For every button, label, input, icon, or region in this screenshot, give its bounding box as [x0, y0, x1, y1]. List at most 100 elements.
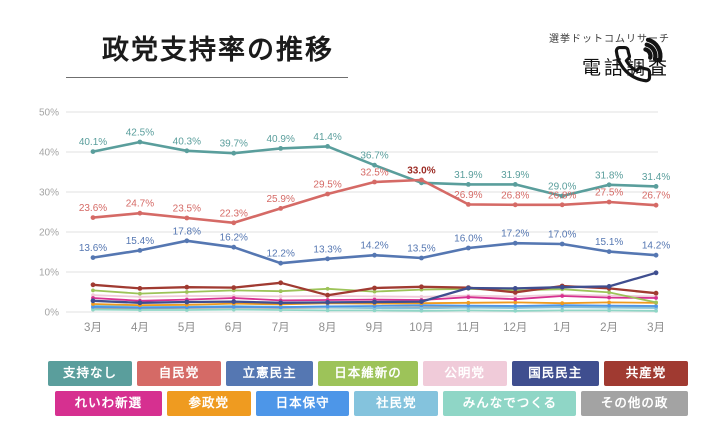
series-point-reiwa	[560, 294, 565, 298]
series-point-hoshuto	[278, 305, 283, 310]
series-point-minna-tsukuru	[278, 308, 283, 312]
series-point-kyosanto	[231, 285, 237, 290]
series-point-shiji-nashi	[465, 182, 471, 187]
series-point-minna-tsukuru	[466, 308, 471, 313]
x-axis-month-label: 2月	[600, 322, 618, 334]
x-axis-month-label: 7月	[272, 322, 290, 334]
series-point-jiminto	[653, 202, 659, 208]
series-point-kokumin-minshuto	[184, 299, 190, 305]
legend-chip-kyosanto: 共産党	[604, 361, 688, 386]
chart-legend: 支持なし自民党立憲民主党日本維新の会公明党国民民主党共産党 れいわ新選組参政党日…	[48, 361, 689, 435]
data-label-rikken-minshuto: 14.2%	[360, 241, 388, 252]
data-label-shiji-nashi: 40.1%	[79, 137, 107, 148]
series-point-jiminto	[512, 202, 518, 208]
series-point-kyosanto	[278, 280, 284, 286]
data-label-rikken-minshuto: 17.2%	[501, 229, 529, 240]
x-axis-month-label: 4月	[131, 322, 149, 334]
legend-row-2: れいわ新選組 参政党 日本保守党 社民党 みんなでつくる党 その他の政党	[55, 391, 689, 435]
x-axis-month-label: 3月	[647, 322, 665, 334]
x-axis-month-label: 9月	[366, 322, 384, 334]
series-point-kyosanto	[372, 285, 377, 291]
series-point-rikken-minshuto	[231, 244, 237, 250]
series-point-kokumin-minshuto	[278, 300, 284, 306]
series-point-rikken-minshuto	[325, 256, 330, 262]
series-point-kyosanto	[137, 286, 143, 291]
series-point-hoshuto	[607, 303, 612, 308]
series-point-kyosanto	[325, 292, 330, 298]
legend-chip-rikken-minshuto: 立憲民主党	[226, 361, 314, 405]
research-source-label: 選挙ドットコムリサーチ	[549, 34, 670, 45]
series-point-ishin	[278, 289, 283, 294]
series-point-shiji-nashi	[559, 193, 565, 199]
series-point-komeito	[91, 293, 95, 298]
series-point-hoshuto	[466, 303, 471, 308]
data-label-jiminto: 25.9%	[267, 194, 295, 205]
series-point-shiji-nashi	[90, 149, 96, 154]
legend-chip-jiminto: 自民党	[137, 361, 221, 386]
series-point-shiji-nashi	[278, 146, 284, 151]
series-point-reiwa	[607, 295, 612, 300]
series-point-ishin	[372, 289, 377, 294]
data-label-shiji-nashi: 29.0%	[548, 182, 576, 193]
y-axis-tick: 50%	[39, 108, 59, 119]
x-axis-month-label: 1月	[553, 322, 571, 334]
series-point-kokumin-minshuto	[325, 300, 330, 305]
legend-chip-kokumin-minshuto: 国民民主党	[511, 361, 599, 405]
data-label-shiji-nashi: 41.4%	[313, 132, 341, 143]
data-label-shiji-nashi: 31.9%	[454, 170, 482, 181]
series-point-komeito	[513, 294, 518, 299]
series-point-hoshuto	[91, 304, 95, 309]
series-point-minna-tsukuru	[184, 308, 189, 312]
series-point-reiwa	[231, 296, 236, 300]
series-point-ishin	[325, 286, 330, 291]
series-point-kokumin-minshuto	[606, 284, 612, 289]
series-point-jiminto	[606, 199, 612, 205]
series-point-jiminto	[90, 215, 96, 220]
series-point-rikken-minshuto	[184, 238, 190, 244]
series-point-rikken-minshuto	[372, 252, 377, 258]
series-point-rikken-minshuto	[419, 255, 424, 261]
series-point-reiwa	[654, 296, 658, 300]
series-point-shiji-nashi	[137, 139, 143, 145]
data-label-jiminto: 32.5%	[360, 168, 388, 179]
data-label-jiminto: 26.9%	[454, 190, 482, 201]
data-label-shiji-nashi: 36.7%	[360, 151, 388, 162]
data-label-rikken-minshuto: 14.2%	[642, 241, 670, 252]
data-label-jiminto: 26.8%	[501, 190, 529, 201]
series-point-kyosanto	[653, 290, 659, 296]
data-label-rikken-minshuto: 17.0%	[548, 230, 576, 241]
legend-chip-reiwa: れいわ新選組	[55, 391, 162, 435]
legend-chip-shaminto: 社民党	[354, 391, 439, 416]
phone-icon	[614, 33, 668, 87]
series-point-ishin	[654, 300, 658, 305]
data-label-jiminto: 27.5%	[595, 188, 623, 199]
series-point-rikken-minshuto	[512, 240, 518, 246]
series-point-kokumin-minshuto	[372, 299, 377, 305]
series-point-rikken-minshuto	[90, 255, 96, 260]
data-label-shiji-nashi: 31.8%	[595, 170, 623, 181]
data-label-rikken-minshuto: 17.8%	[173, 226, 201, 237]
series-point-jiminto	[465, 202, 471, 207]
series-point-kyosanto	[512, 290, 518, 295]
series-point-jiminto	[231, 220, 237, 226]
x-axis-month-label: 11月	[457, 322, 480, 334]
series-point-komeito	[138, 294, 142, 299]
legend-row-1: 支持なし自民党立憲民主党日本維新の会公明党国民民主党共産党	[48, 361, 688, 405]
series-point-komeito	[278, 294, 283, 299]
support-chart: 0% 10% 20% 30% 40% 50% 3月 4月 5月 6月 7月 8月 9月 10月 11月 12月…	[39, 108, 670, 335]
series-point-ishin	[184, 290, 189, 294]
data-label-rikken-minshuto: 16.0%	[454, 234, 482, 245]
x-axis-month-label: 12月	[503, 322, 527, 334]
series-point-shiji-nashi	[184, 148, 190, 154]
data-label-shiji-nashi: 40.3%	[173, 136, 201, 147]
series-point-ishin	[91, 288, 95, 293]
series-point-jiminto	[137, 210, 143, 216]
series-point-jiminto	[325, 191, 330, 197]
series-point-rikken-minshuto	[137, 248, 143, 253]
series-point-kokumin-minshuto	[653, 270, 659, 276]
series-point-reiwa	[466, 295, 471, 300]
data-label-shiji-nashi: 40.9%	[267, 134, 295, 145]
series-point-kokumin-minshuto	[465, 285, 471, 291]
series-point-hoshuto	[325, 304, 330, 309]
series-point-rikken-minshuto	[559, 241, 565, 247]
